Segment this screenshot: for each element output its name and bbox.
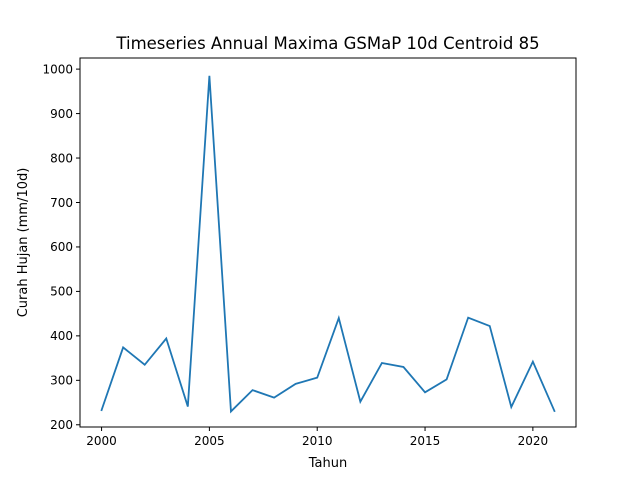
y-tick-label: 600 [50, 240, 73, 254]
y-tick-label: 800 [50, 151, 73, 165]
chart-title: Timeseries Annual Maxima GSMaP 10d Centr… [115, 34, 539, 53]
y-tick-label: 400 [50, 329, 73, 343]
y-tick-label: 1000 [42, 62, 73, 76]
data-point [509, 405, 513, 409]
x-tick-label: 2010 [302, 434, 333, 448]
data-point [337, 316, 341, 320]
data-point [466, 316, 470, 320]
y-axis-ticks: 200 300 400 500 600 700 800 900 1000 [42, 62, 80, 432]
series-layer [100, 74, 556, 414]
data-point [121, 345, 125, 349]
y-tick-label: 200 [50, 418, 73, 432]
data-point [229, 409, 233, 413]
x-axis-label: Tahun [308, 456, 347, 471]
data-point [531, 360, 535, 364]
y-tick-label: 500 [50, 285, 73, 299]
x-tick-label: 2000 [86, 434, 117, 448]
series-line-1 [100, 75, 556, 414]
data-point [315, 376, 319, 380]
data-point [380, 361, 384, 365]
y-axis-label: Curah Hujan (mm/10d) [16, 168, 31, 318]
data-point [272, 396, 276, 400]
x-tick-label: 2015 [410, 434, 441, 448]
data-point [488, 324, 492, 328]
x-tick-label: 2005 [194, 434, 225, 448]
y-tick-label: 700 [50, 196, 73, 210]
data-point [207, 74, 211, 78]
data-point [358, 400, 362, 404]
data-point [445, 377, 449, 381]
data-point [401, 365, 405, 369]
data-point [251, 388, 255, 392]
x-tick-label: 2020 [518, 434, 549, 448]
y-tick-label: 900 [50, 107, 73, 121]
data-point [143, 363, 147, 367]
data-point [294, 382, 298, 386]
data-point [100, 408, 104, 412]
x-axis-ticks: 2000 2005 2010 2015 2020 [86, 427, 548, 448]
data-point [423, 390, 427, 394]
y-tick-label: 300 [50, 374, 73, 388]
plot-area-frame [79, 57, 577, 428]
data-point [164, 337, 168, 341]
data-point [186, 405, 190, 409]
data-point [552, 409, 556, 413]
